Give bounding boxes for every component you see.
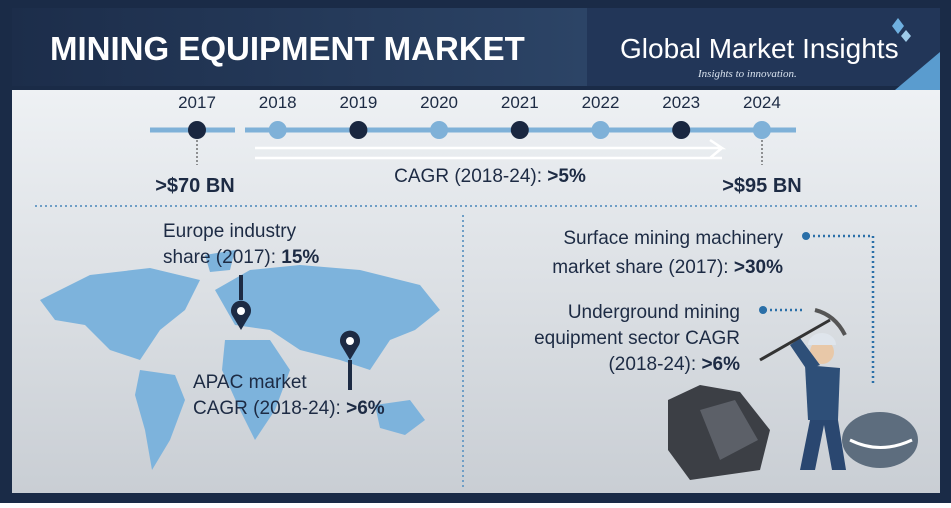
- logo-mark: [892, 18, 911, 42]
- cagr: CAGR (2018-24): >5%: [394, 166, 586, 187]
- note-line: (2018-24): >6%: [608, 354, 740, 375]
- brand: Global Market Insights: [620, 33, 899, 64]
- note-line: share (2017): 15%: [163, 247, 319, 268]
- miner-illustration: [668, 308, 918, 480]
- note-line: Europe industry: [163, 221, 297, 242]
- start-value: >$70 BN: [155, 175, 235, 197]
- timeline-dot: [349, 121, 368, 139]
- note-value: 15%: [281, 247, 319, 268]
- title-bar: [12, 8, 587, 86]
- note-value: >30%: [734, 257, 783, 278]
- year-label: 2020: [420, 93, 458, 112]
- timeline-dot: [591, 121, 610, 139]
- tagline: Insights to innovation.: [697, 68, 797, 80]
- timeline: 2017 2018 2019 2020 2021 2022 2023 2024: [150, 93, 796, 165]
- title: MINING EQUIPMENT MARKET: [50, 30, 525, 67]
- note-text: Surface mining machinery: [563, 228, 783, 249]
- note-line: CAGR (2018-24): >6%: [193, 398, 385, 419]
- note-line: Surface mining machinery: [563, 228, 783, 249]
- note-line: equipment sector CAGR: [534, 328, 740, 349]
- map-pin: [340, 330, 360, 390]
- note-value: >6%: [346, 398, 385, 419]
- note-line: APAC market: [193, 372, 307, 393]
- leader-dot: [802, 232, 810, 240]
- timeline-dot: [268, 121, 287, 139]
- cagr-label: CAGR (2018-24):: [394, 166, 542, 187]
- note-text: equipment sector CAGR: [534, 328, 740, 349]
- end-value: >$95 BN: [722, 175, 802, 197]
- note-text: Europe industry: [163, 221, 297, 242]
- note-line: Underground mining: [568, 302, 740, 323]
- timeline-dot: [752, 121, 771, 139]
- corner-accent: [895, 52, 940, 90]
- year-label: 2018: [259, 93, 297, 112]
- note-value: >6%: [701, 354, 740, 375]
- timeline-dot: [510, 121, 529, 139]
- note-text: (2018-24):: [608, 354, 696, 375]
- dotted-leader: [765, 234, 875, 385]
- world-map: [40, 250, 440, 470]
- note-text: APAC market: [193, 372, 307, 393]
- map-pin: [231, 275, 251, 330]
- year-label: 2023: [662, 93, 700, 112]
- timeline-dot: [672, 121, 691, 139]
- logo-bar: [587, 8, 940, 86]
- timeline-dot: [188, 121, 206, 139]
- note-text: market share (2017):: [552, 257, 728, 278]
- year-label: 2021: [501, 93, 539, 112]
- note-line: market share (2017): >30%: [552, 257, 783, 278]
- year-label: 2017: [178, 93, 216, 112]
- year-label: 2022: [582, 93, 620, 112]
- cagr-value: >5%: [547, 166, 586, 187]
- year-label: 2019: [339, 93, 377, 112]
- note-text: share (2017):: [163, 247, 276, 268]
- timeline-dot: [430, 121, 449, 139]
- year-label: 2024: [743, 93, 781, 112]
- leader-dot: [759, 306, 767, 314]
- note-text: CAGR (2018-24):: [193, 398, 341, 419]
- note-text: Underground mining: [568, 302, 740, 323]
